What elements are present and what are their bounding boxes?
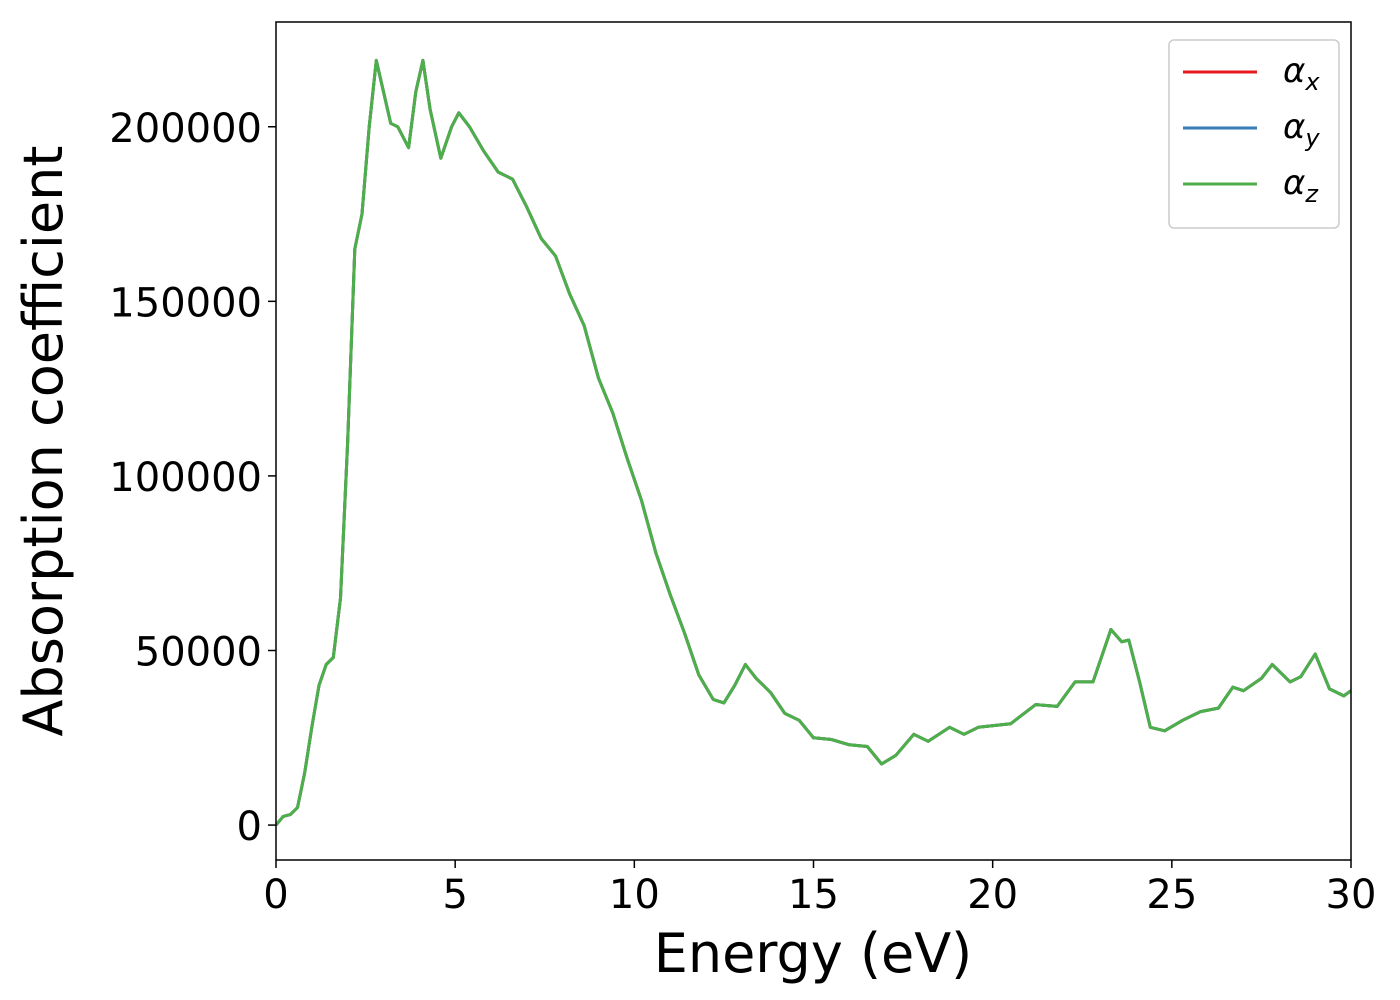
- legend-label: αz: [1283, 163, 1319, 208]
- x-tick-label: 20: [967, 872, 1018, 918]
- x-tick-label: 15: [788, 872, 839, 918]
- legend-label: αx: [1283, 51, 1320, 96]
- series-line: [276, 58, 1351, 827]
- y-tick-label: 50000: [135, 630, 262, 676]
- x-axis-label: Energy (eV): [654, 922, 973, 985]
- y-axis-label: Absorption coefficient: [12, 146, 75, 737]
- x-tick-label: 10: [609, 872, 660, 918]
- y-tick-label: 100000: [109, 455, 262, 501]
- x-tick-label: 25: [1146, 872, 1197, 918]
- legend-box: [1168, 39, 1340, 229]
- y-tick-label: 200000: [109, 106, 262, 152]
- plot-frame: [275, 21, 1352, 861]
- legend-label: αy: [1283, 107, 1320, 152]
- y-tick-label: 0: [237, 804, 262, 850]
- x-tick-label: 5: [442, 872, 467, 918]
- x-tick-label: 30: [1326, 872, 1377, 918]
- y-tick-label: 150000: [109, 280, 262, 326]
- x-tick-label: 0: [263, 872, 288, 918]
